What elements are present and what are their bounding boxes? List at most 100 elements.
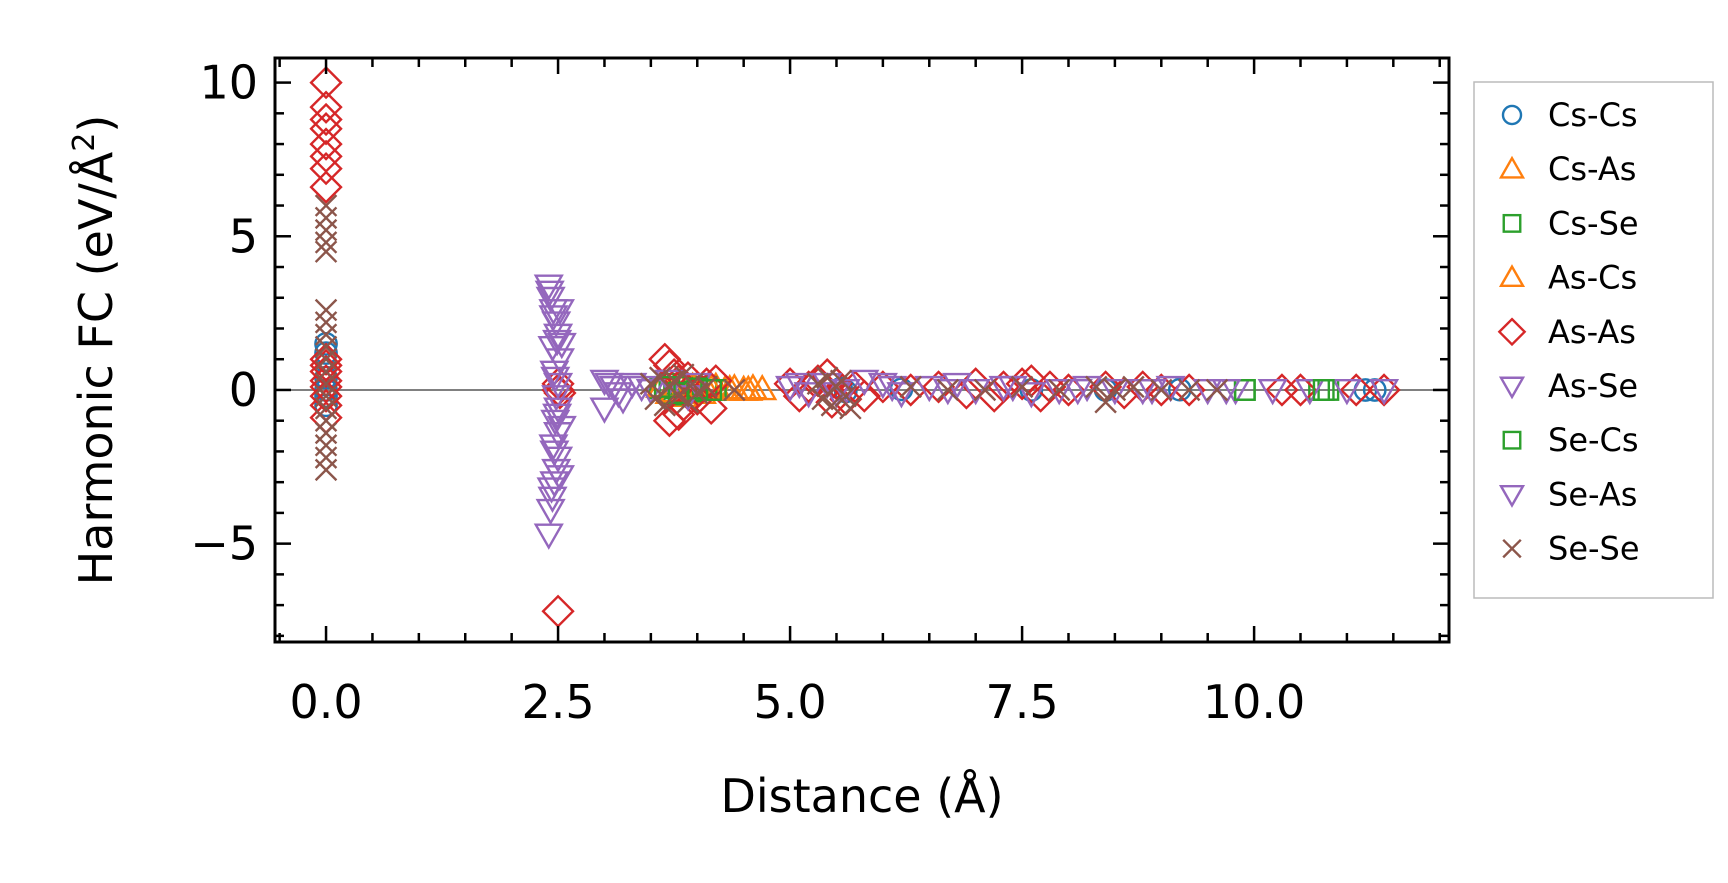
point-se-se	[899, 375, 922, 399]
point-as-as	[1283, 373, 1318, 407]
y-tick-labels: 10 5 0 −5	[190, 56, 258, 571]
point-se-as	[540, 366, 571, 394]
point-se-as	[1062, 379, 1093, 406]
y-tick-label: 5	[229, 209, 258, 263]
point-se-se	[314, 218, 338, 242]
legend-marker-cs-cs	[1501, 104, 1523, 126]
point-se-as	[538, 305, 569, 332]
point-se-se	[839, 397, 862, 420]
legend-label-as-se: As-Se	[1548, 367, 1638, 405]
point-as-as	[309, 139, 343, 174]
point-as-se	[589, 397, 620, 424]
legend-item-se-as: Se-As	[1498, 475, 1637, 513]
point-as-se	[830, 379, 861, 406]
point-se-as	[784, 372, 815, 400]
legend-marker-se-cs	[1502, 430, 1522, 450]
point-se-se	[936, 378, 960, 402]
x-tick-label: 0.0	[289, 675, 362, 729]
point-as-se	[617, 372, 648, 400]
point-as-as	[652, 404, 687, 438]
point-as-as	[694, 391, 728, 426]
point-se-se	[829, 369, 853, 392]
legend-box	[1473, 81, 1714, 599]
point-se-se	[314, 311, 338, 334]
y-axis-title-close: )	[69, 115, 123, 133]
point-se-cs	[1312, 379, 1335, 401]
point-cs-cs	[314, 341, 338, 365]
point-se-se	[820, 394, 844, 417]
point-se-as	[877, 375, 908, 403]
point-as-as	[309, 65, 343, 100]
point-as-se	[793, 382, 824, 409]
point-as-as	[309, 90, 343, 124]
point-as-as	[309, 354, 343, 389]
point-se-se	[834, 384, 858, 408]
y-tick-label: 10	[199, 56, 258, 110]
x-axis-title: Distance (Å)	[720, 769, 1003, 823]
point-se-se	[1150, 378, 1173, 402]
point-as-se	[1331, 379, 1362, 406]
legend-label-cs-cs: Cs-Cs	[1548, 96, 1638, 134]
legend-item-as-se: As-Se	[1498, 367, 1638, 405]
legend-item-se-se: Se-Se	[1502, 530, 1640, 568]
point-as-as	[1033, 370, 1067, 404]
point-se-se	[1205, 378, 1229, 402]
x-tick-labels: 0.0 2.5 5.0 7.5 10.0	[289, 675, 1305, 729]
point-as-se	[1099, 379, 1130, 406]
point-se-se	[314, 194, 338, 217]
point-se-as	[542, 403, 573, 430]
point-se-se	[314, 434, 338, 457]
x-tick-label: 10.0	[1203, 675, 1305, 729]
point-as-as	[309, 170, 343, 204]
point-as-as	[309, 342, 343, 376]
point-as-se	[942, 372, 973, 400]
point-as-se	[533, 523, 564, 550]
legend-marker-se-se	[1502, 538, 1522, 559]
y-axis-title-main: Harmonic FC (eV/Å	[69, 151, 123, 585]
point-se-se	[314, 458, 338, 482]
point-se-se	[1010, 375, 1034, 399]
point-se-as	[536, 477, 567, 504]
axes-frame	[273, 56, 1451, 644]
point-as-se	[775, 375, 806, 403]
point-se-se	[695, 375, 718, 399]
point-as-se	[849, 369, 880, 397]
point-se-se	[314, 409, 338, 432]
point-se-se	[1085, 375, 1108, 399]
legend-item-cs-as: Cs-As	[1498, 150, 1636, 188]
legend-marker-as-cs	[1498, 264, 1526, 288]
y-tick-label: −5	[190, 517, 258, 571]
point-as-as	[541, 594, 575, 628]
point-as-se	[546, 332, 577, 360]
point-as-se	[1016, 382, 1047, 409]
point-as-as	[309, 379, 343, 413]
point-se-se	[1177, 378, 1201, 402]
point-se-se	[1094, 391, 1117, 414]
legend-item-as-cs: As-Cs	[1498, 259, 1637, 297]
y-axis-title-sup: 2	[67, 133, 102, 152]
point-as-se	[914, 375, 945, 403]
point-as-as	[652, 348, 687, 383]
point-as-as	[309, 102, 343, 137]
point-as-cs	[733, 374, 764, 401]
legend-item-as-as: As-As	[1497, 313, 1636, 351]
y-axis-title: Harmonic FC (eV/Å2)	[67, 115, 123, 586]
point-se-as	[594, 372, 625, 400]
point-se-se	[314, 446, 338, 469]
scatter-points	[309, 65, 1401, 628]
legend-label-cs-se: Cs-Se	[1548, 204, 1639, 242]
point-se-se	[314, 240, 338, 263]
point-se-as	[539, 440, 570, 467]
point-se-cs	[1233, 379, 1256, 401]
axis-ticks	[275, 58, 1449, 642]
point-se-as	[626, 375, 657, 403]
point-se-se	[1047, 378, 1071, 402]
legend-item-se-cs: Se-Cs	[1502, 421, 1639, 459]
point-as-as	[309, 348, 343, 383]
point-se-se	[1122, 375, 1145, 399]
legend-label-se-as: Se-As	[1548, 475, 1637, 513]
point-as-as	[1144, 373, 1178, 407]
point-se-se	[314, 421, 338, 445]
x-tick-label: 5.0	[753, 675, 826, 729]
point-as-as	[1024, 379, 1058, 413]
